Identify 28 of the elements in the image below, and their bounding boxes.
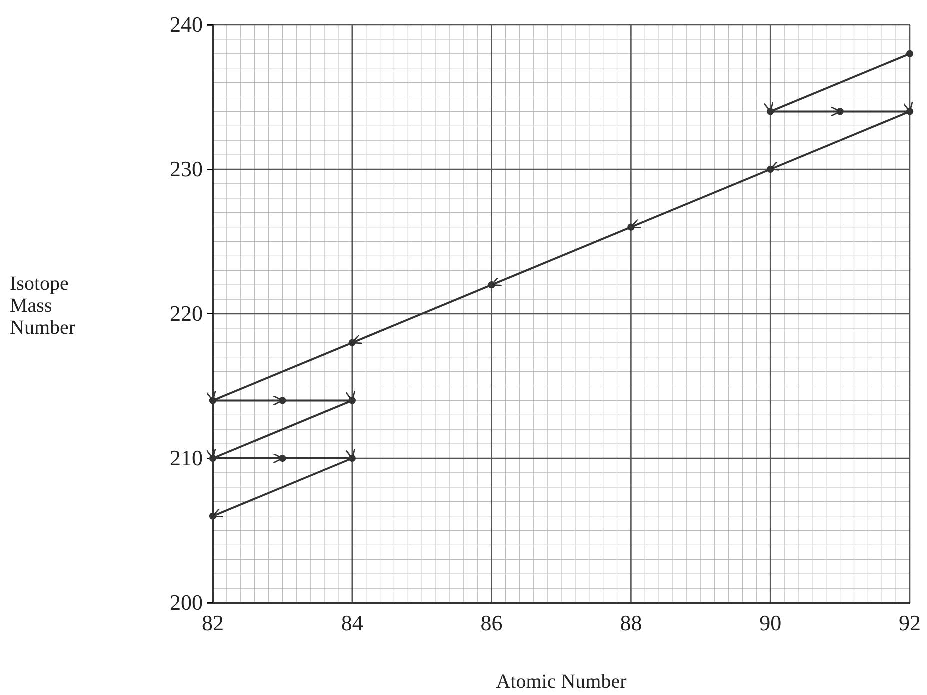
y-tick-label: 220 — [170, 301, 203, 326]
point — [906, 50, 914, 58]
y-tick-label: 240 — [170, 12, 203, 38]
x-axis-title: Atomic Number — [496, 671, 628, 693]
point — [279, 454, 286, 462]
point — [836, 108, 844, 116]
point — [628, 224, 635, 231]
point — [209, 397, 217, 404]
point — [209, 454, 217, 462]
x-tick-label: 84 — [341, 610, 364, 636]
point — [348, 454, 356, 462]
point — [348, 339, 356, 346]
x-tick-label: 90 — [760, 610, 782, 636]
x-tick-label: 82 — [202, 610, 224, 636]
point — [488, 282, 496, 289]
point — [906, 108, 914, 116]
x-tick-label: 92 — [899, 610, 921, 636]
point — [767, 108, 774, 116]
x-tick-label: 88 — [620, 610, 642, 636]
point — [767, 166, 774, 174]
point — [279, 397, 286, 404]
y-axis-title: Isotope Mass Number — [10, 273, 76, 339]
y-tick-label: 200 — [170, 590, 203, 616]
point — [209, 512, 217, 520]
point — [348, 397, 356, 404]
y-tick-label: 230 — [170, 156, 203, 182]
x-tick-label: 86 — [480, 610, 503, 636]
y-tick-label: 210 — [170, 446, 203, 471]
